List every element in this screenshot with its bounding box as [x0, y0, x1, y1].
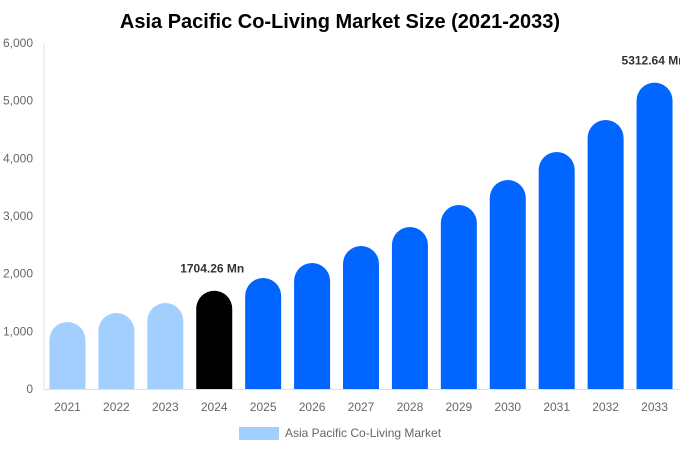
- x-tick-label: 2024: [201, 400, 228, 414]
- y-tick-label: 0: [26, 382, 33, 396]
- bar-2031: [538, 151, 575, 389]
- x-tick-label: 2026: [299, 400, 326, 414]
- bar-2029: [440, 205, 477, 389]
- bar-2027: [343, 245, 379, 389]
- x-tick-label: 2032: [592, 400, 619, 414]
- x-tick-label: 2022: [103, 400, 130, 414]
- y-tick-label: 3,000: [3, 209, 33, 223]
- bar-2033: [636, 82, 673, 390]
- bar-2022: [98, 312, 135, 389]
- chart-title: Asia Pacific Co-Living Market Size (2021…: [120, 11, 560, 33]
- y-tick-label: 1,000: [3, 324, 33, 338]
- x-tick-label: 2029: [445, 400, 472, 414]
- x-tick-label: 2023: [152, 400, 179, 414]
- x-tick-label: 2031: [543, 400, 570, 414]
- x-tick-label: 2025: [250, 400, 277, 414]
- legend-label: Asia Pacific Co-Living Market: [285, 426, 442, 440]
- y-tick-label: 6,000: [3, 36, 33, 50]
- bar-2026: [294, 262, 331, 389]
- x-tick-label: 2021: [54, 400, 81, 414]
- data-label: 5312.64 Mn: [622, 54, 680, 68]
- y-tick-label: 5,000: [3, 94, 33, 108]
- bar-2024: [196, 290, 233, 389]
- legend: Asia Pacific Co-Living Market: [239, 426, 442, 440]
- legend-swatch: [239, 427, 279, 440]
- bar-2032: [587, 119, 624, 390]
- bar-2025: [245, 277, 282, 389]
- data-label: 1704.26 Mn: [180, 262, 244, 276]
- y-tick-label: 4,000: [3, 151, 33, 165]
- x-tick-label: 2028: [397, 400, 424, 414]
- bar-2028: [391, 227, 428, 389]
- x-tick-label: 2027: [348, 400, 375, 414]
- y-tick-label: 2,000: [3, 267, 33, 281]
- x-tick-label: 2033: [641, 400, 668, 414]
- bar-2030: [489, 180, 526, 389]
- x-tick-label: 2030: [494, 400, 521, 414]
- bar-2021: [49, 321, 86, 389]
- bar-2023: [147, 303, 184, 389]
